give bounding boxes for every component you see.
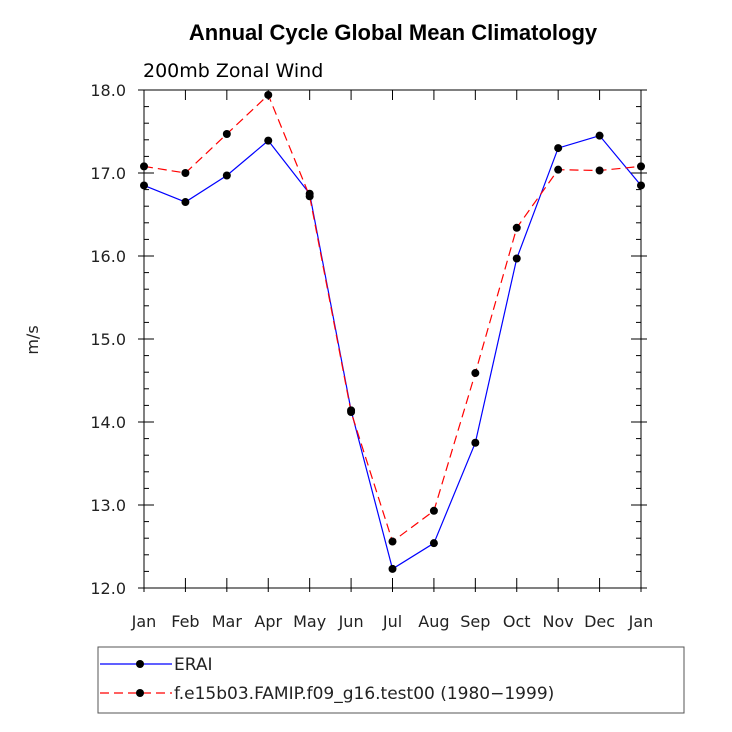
x-tick-label: Sep (460, 612, 490, 631)
data-point-0 (140, 181, 148, 190)
data-point-0 (222, 171, 231, 180)
x-tick-label: Dec (584, 612, 615, 631)
data-point-1 (429, 506, 438, 515)
y-axis-label: m/s (23, 325, 42, 354)
x-tick-label: Jan (131, 612, 157, 631)
data-point-1 (595, 166, 604, 175)
y-tick-label: 13.0 (90, 496, 126, 515)
chart-subtitle: 200mb Zonal Wind (143, 60, 323, 82)
y-tick-label: 18.0 (90, 81, 126, 100)
x-tick-label: Nov (543, 612, 574, 631)
data-point-0 (471, 438, 480, 447)
data-point-1 (222, 129, 231, 138)
chart-title: Annual Cycle Global Mean Climatology (189, 20, 598, 45)
y-tick-label: 14.0 (90, 413, 126, 432)
data-point-0 (429, 539, 438, 548)
data-point-1 (471, 369, 480, 378)
axis-ticks (138, 89, 647, 592)
x-tick-label: Jun (338, 612, 364, 631)
x-tick-label: Aug (418, 612, 449, 631)
x-tick-label: Feb (171, 612, 199, 631)
x-tick-label: May (293, 612, 326, 631)
legend-marker-erai (136, 660, 144, 668)
series-line-1 (143, 93, 642, 543)
data-point-0 (595, 131, 604, 140)
legend: ERAI f.e15b03.FAMIP.f09_g16.test00 (1980… (97, 646, 685, 714)
x-tick-label: Oct (503, 612, 531, 631)
plot-frame (143, 89, 642, 589)
x-tick-label: Apr (254, 612, 282, 631)
data-point-1 (388, 537, 397, 546)
legend-marker-model (136, 689, 144, 697)
data-point-0 (554, 144, 563, 153)
legend-label-erai: ERAI (174, 655, 213, 675)
data-point-0 (264, 136, 273, 145)
x-tick-label: Jul (382, 612, 402, 631)
series-layer (140, 90, 645, 573)
data-point-1 (637, 162, 645, 171)
data-point-1 (305, 192, 314, 201)
data-point-0 (388, 564, 397, 573)
legend-box (97, 646, 685, 714)
legend-label-model: f.e15b03.FAMIP.f09_g16.test00 (1980−1999… (174, 684, 554, 704)
y-tick-label: 12.0 (90, 579, 126, 598)
data-point-0 (181, 198, 190, 207)
x-tick-labels: Jan Feb Mar Apr May Jun Jul Aug Sep Oct Nov Dec Jan (131, 612, 654, 631)
data-point-0 (512, 254, 521, 263)
y-tick-label: 16.0 (90, 247, 126, 266)
x-tick-label: Mar (212, 612, 243, 631)
data-point-1 (347, 408, 356, 417)
data-point-1 (554, 165, 563, 174)
x-tick-label: Jan (628, 612, 654, 631)
series-line-0 (143, 134, 642, 570)
y-tick-label: 15.0 (90, 330, 126, 349)
data-point-1 (140, 162, 148, 171)
data-point-1 (512, 223, 521, 232)
data-point-1 (264, 90, 273, 99)
y-tick-labels: 12.0 13.0 14.0 15.0 16.0 17.0 18.0 (90, 81, 126, 598)
y-tick-label: 17.0 (90, 164, 126, 183)
data-point-0 (637, 181, 645, 190)
data-point-1 (181, 169, 190, 177)
